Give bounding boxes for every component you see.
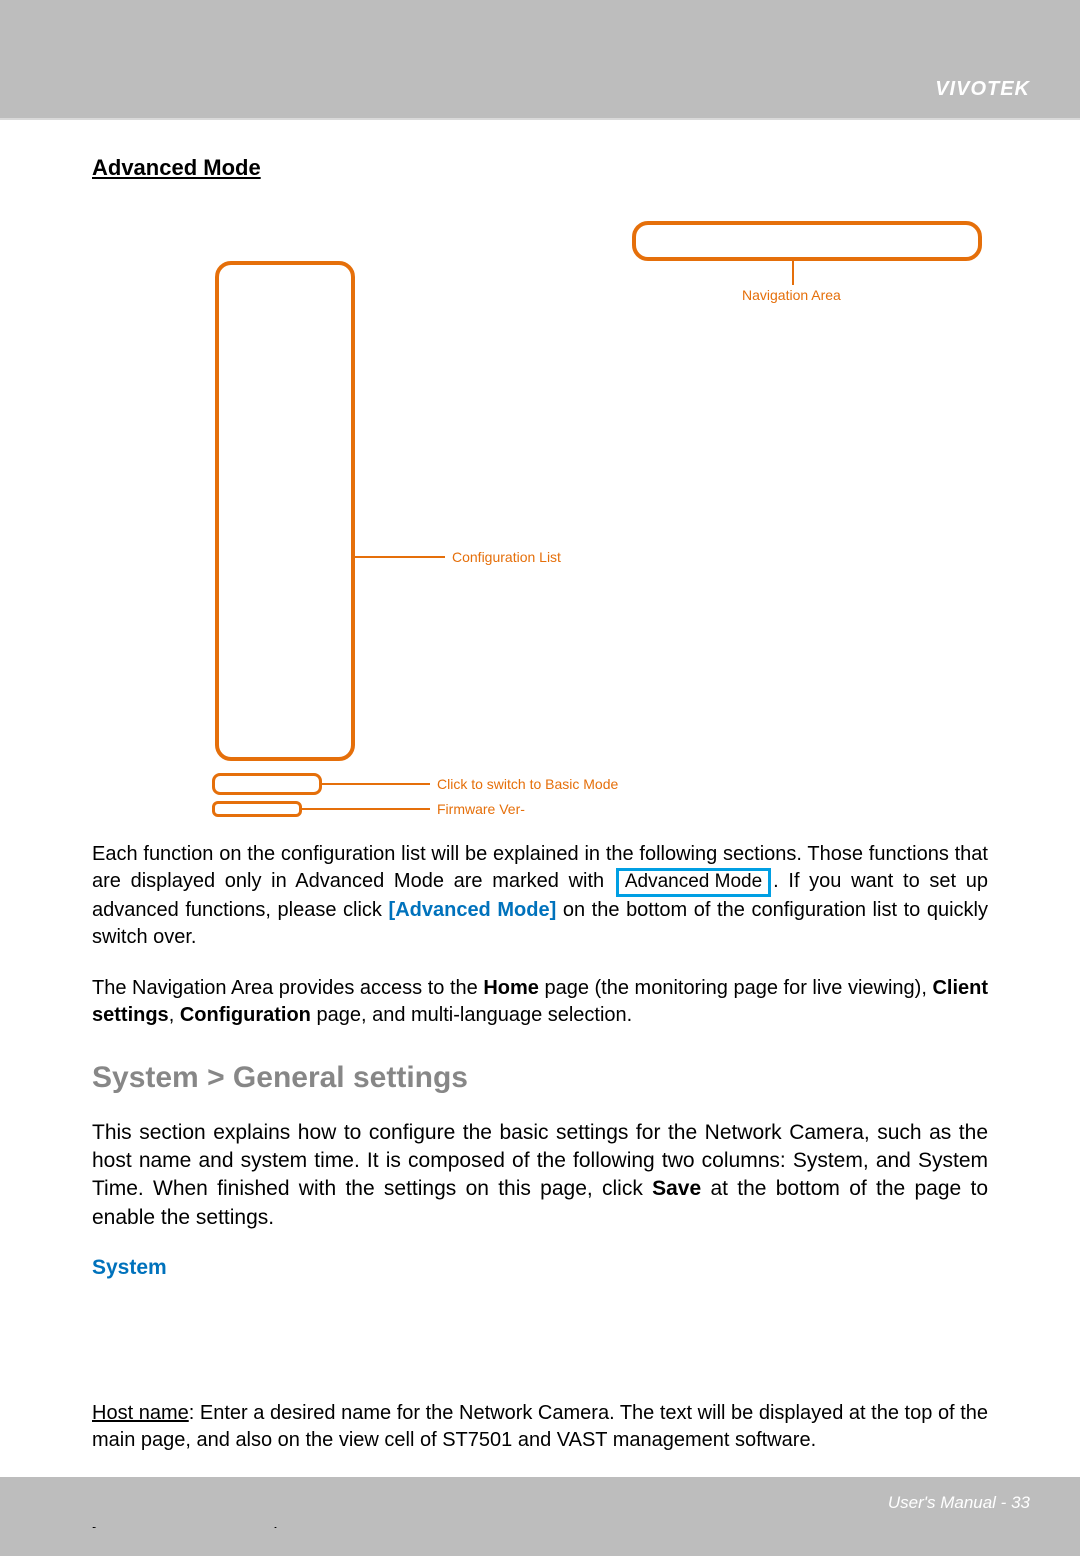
brand-text: VIVOTEK — [935, 78, 1030, 101]
firmware-connector — [302, 808, 430, 810]
switch-mode-connector — [322, 783, 430, 785]
advanced-mode-link: [Advanced Mode] — [389, 899, 557, 921]
switch-mode-box — [212, 773, 322, 795]
footer-text: User's Manual - 33 — [888, 1493, 1030, 1513]
header-strip — [0, 0, 1080, 118]
config-connector — [355, 556, 445, 558]
diagram: Navigation Area Configuration List Click… — [92, 221, 988, 811]
host-name-label: Host name — [92, 1402, 189, 1424]
config-list-label: Configuration List — [452, 549, 561, 565]
intro-paragraph: This section explains how to configure t… — [92, 1119, 988, 1232]
footer-strip: User's Manual - 33 — [0, 1477, 1080, 1527]
nav-area-box — [632, 221, 982, 261]
nav-area-label: Navigation Area — [742, 287, 841, 303]
intro-save: Save — [652, 1177, 701, 1200]
paragraph-functions: Each function on the configuration list … — [92, 841, 988, 951]
system-general-heading: System > General settings — [92, 1061, 988, 1095]
switch-mode-label: Click to switch to Basic Mode — [437, 776, 618, 792]
firmware-label: Firmware Ver- — [437, 801, 525, 817]
footer-page: 33 — [1011, 1493, 1030, 1512]
p2-d: page, and multi-language selection. — [311, 1004, 632, 1026]
host-name-paragraph: Host name: Enter a desired name for the … — [92, 1400, 988, 1454]
paragraph-navigation: The Navigation Area provides access to t… — [92, 975, 988, 1029]
page: VIVOTEK Advanced Mode Navigation Area Co… — [0, 0, 1080, 1527]
config-list-box — [215, 261, 355, 761]
advanced-mode-badge: Advanced Mode — [616, 868, 771, 897]
nav-connector — [792, 261, 794, 285]
p2-b: page (the monitoring page for live viewi… — [539, 977, 933, 999]
p2-home: Home — [483, 977, 539, 999]
footer-label: User's Manual - — [888, 1493, 1011, 1512]
p2-c: , — [169, 1004, 180, 1026]
system-subheading: System — [92, 1256, 988, 1280]
p2-a: The Navigation Area provides access to t… — [92, 977, 483, 999]
content-area: Advanced Mode Navigation Area Configurat… — [92, 155, 988, 1556]
p2-conf: Configuration — [180, 1004, 311, 1026]
header-divider — [0, 118, 1080, 120]
firmware-box — [212, 801, 302, 817]
host-name-text: : Enter a desired name for the Network C… — [92, 1402, 988, 1451]
advanced-mode-title: Advanced Mode — [92, 155, 988, 181]
